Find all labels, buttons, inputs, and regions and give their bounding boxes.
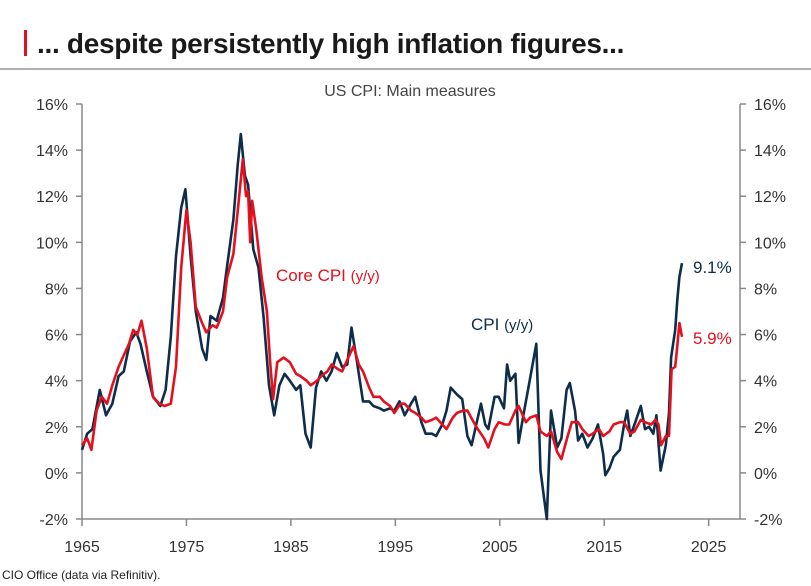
right-y-tick-label: 14% xyxy=(754,143,786,160)
x-tick-label: 2025 xyxy=(691,539,727,556)
slide-title: ... despite persistently high inflation … xyxy=(24,28,624,60)
right-y-tick-label: 10% xyxy=(754,235,786,252)
right-y-tick-label: 0% xyxy=(754,466,777,483)
accent-bar xyxy=(24,30,27,56)
right-y-tick-label: 2% xyxy=(754,420,777,437)
slide-title-text: ... despite persistently high inflation … xyxy=(37,28,625,59)
cpi-label-suffix: (y/y) xyxy=(504,317,533,334)
series-line-cpi xyxy=(80,132,684,521)
right-y-tick-label: -2% xyxy=(754,512,782,529)
left-y-tick-label: 4% xyxy=(45,374,68,391)
source-note: CIO Office (data via Refinitiv). xyxy=(2,568,161,582)
x-tick-label: 1985 xyxy=(273,539,309,556)
left-y-tick-label: 2% xyxy=(45,420,68,437)
left-y-tick-label: 16% xyxy=(36,97,68,114)
right-y-tick-label: 8% xyxy=(754,281,777,298)
x-tick-label: 1995 xyxy=(378,539,414,556)
left-y-tick-label: 10% xyxy=(36,235,68,252)
chart-title: US CPI: Main measures xyxy=(324,83,496,100)
series-line-core-cpi xyxy=(80,158,684,461)
x-tick-label: 1975 xyxy=(169,539,205,556)
cpi-series-label: CPI (y/y) xyxy=(471,315,533,334)
left-y-tick-label: 6% xyxy=(45,328,68,345)
x-tick-label: 2015 xyxy=(586,539,622,556)
left-y-tick-label: 14% xyxy=(36,143,68,160)
right-y-tick-label: 4% xyxy=(754,374,777,391)
cpi-end-value-label: 9.1% xyxy=(693,258,732,277)
left-y-tick-label: 12% xyxy=(36,189,68,206)
right-y-tick-label: 16% xyxy=(754,97,786,114)
left-y-tick-label: 8% xyxy=(45,281,68,298)
core-cpi-label-suffix: (y/y) xyxy=(351,268,380,285)
core-cpi-series-label: Core CPI (y/y) xyxy=(276,266,380,285)
x-tick-label: 1965 xyxy=(64,539,100,556)
left-y-tick-label: 0% xyxy=(45,466,68,483)
core-cpi-end-value-label: 5.9% xyxy=(693,329,732,348)
right-y-tick-label: 12% xyxy=(754,189,786,206)
x-tick-label: 2005 xyxy=(482,539,518,556)
right-y-tick-label: 6% xyxy=(754,328,777,345)
header-divider xyxy=(0,68,811,70)
left-y-tick-label: -2% xyxy=(40,512,68,529)
